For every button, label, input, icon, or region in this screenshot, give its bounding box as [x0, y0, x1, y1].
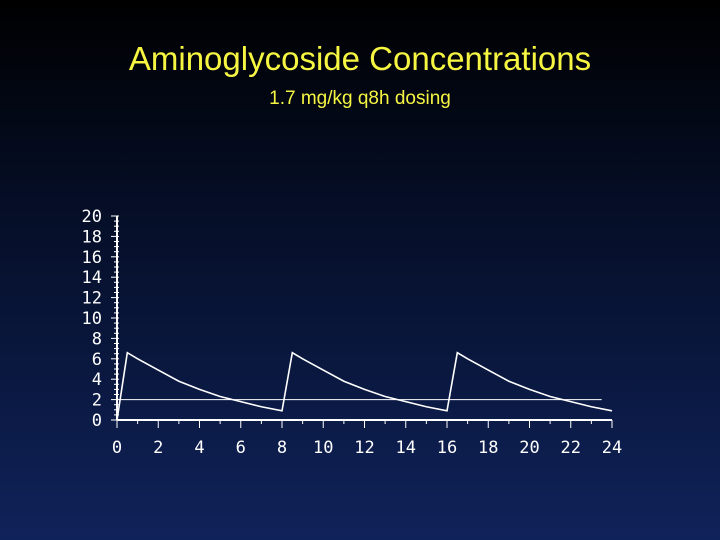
x-tick-label: 6 [236, 438, 246, 458]
x-tick-label: 14 [396, 438, 416, 458]
x-tick-label: 22 [561, 438, 581, 458]
y-tick-label: 2 [92, 391, 102, 411]
x-tick-label: 12 [354, 438, 374, 458]
chart-series [116, 351, 613, 421]
concentration-curve [116, 351, 613, 421]
y-tick-label: 18 [82, 227, 102, 247]
x-tick-label: 0 [112, 438, 122, 458]
x-tick-label: 2 [153, 438, 163, 458]
y-tick-label: 0 [92, 411, 102, 431]
x-tick-label: 20 [519, 438, 539, 458]
y-tick-label: 12 [82, 289, 102, 309]
chart-title: Aminoglycoside Concentrations [128, 40, 592, 77]
chart-ticks [111, 215, 613, 428]
y-tick-label: 10 [82, 309, 102, 329]
y-tick-label: 16 [82, 248, 102, 268]
x-tick-label: 4 [194, 438, 204, 458]
x-tick-label: 10 [313, 438, 333, 458]
y-tick-label: 20 [82, 207, 102, 227]
y-tick-label: 4 [92, 370, 102, 390]
x-tick-label: 24 [602, 438, 622, 458]
x-tick-label: 16 [437, 438, 457, 458]
y-tick-label: 8 [92, 329, 102, 349]
y-tick-label: 14 [82, 268, 102, 288]
x-tick-label: 18 [478, 438, 498, 458]
x-tick-label: 8 [277, 438, 287, 458]
chart-subtitle: 1.7 mg/kg q8h dosing [269, 88, 451, 109]
y-tick-label: 6 [92, 350, 102, 370]
